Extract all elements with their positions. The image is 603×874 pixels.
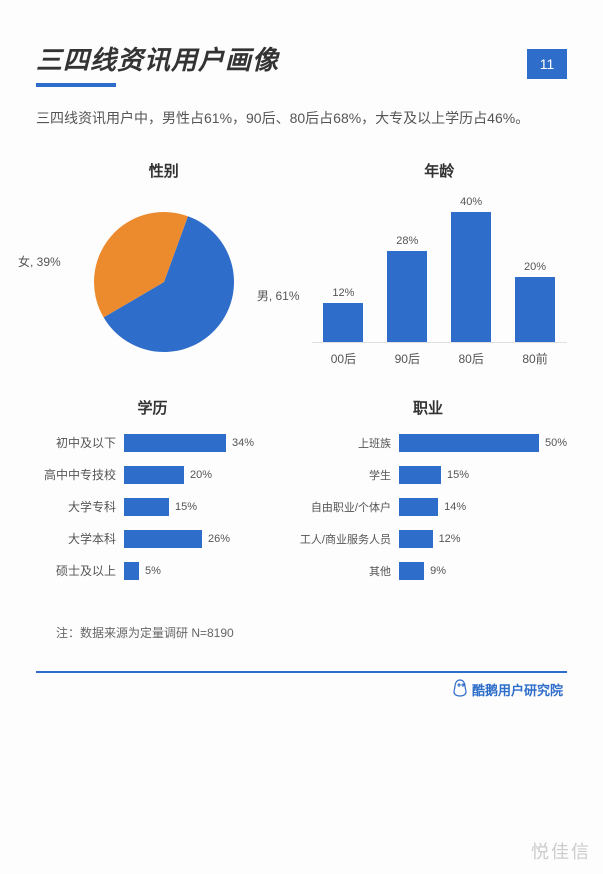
hbar-track: 9%	[399, 562, 567, 580]
hbar-row: 上班族 50%	[289, 434, 567, 452]
hbar-label: 工人/商业服务人员	[289, 531, 399, 547]
age-axis-label: 00后	[321, 350, 365, 367]
hbar-label: 初中及以下	[36, 434, 124, 451]
age-bar-item: 12%	[321, 287, 365, 342]
hbar-track: 15%	[399, 466, 567, 484]
hbar-track: 14%	[399, 498, 567, 516]
hbar-row: 高中中专技校 20%	[36, 466, 269, 484]
hbar-track: 26%	[124, 530, 269, 548]
age-bar-plot: 12% 28% 40% 20%	[312, 197, 568, 343]
hbar-track: 50%	[399, 434, 567, 452]
hbar-label: 其他	[289, 563, 399, 579]
age-bar-rect	[387, 251, 427, 342]
hbar-label: 大学专科	[36, 498, 124, 515]
hbar-row: 其他 9%	[289, 562, 567, 580]
hbar-value: 50%	[545, 437, 567, 449]
age-bar-item: 28%	[385, 235, 429, 342]
title-block: 三四线资讯用户画像	[36, 40, 279, 87]
age-axis-label: 80前	[513, 350, 557, 367]
age-bar-value: 20%	[524, 261, 546, 273]
age-bar-item: 20%	[513, 261, 557, 342]
age-chart: 年龄 12% 28% 40% 20% 00后 90后 80后 80前	[312, 160, 568, 367]
age-bar-value: 12%	[332, 287, 354, 299]
hbar-rect	[124, 466, 184, 484]
hbar-label: 上班族	[289, 435, 399, 451]
education-chart: 学历 初中及以下 34% 高中中专技校 20% 大学专科 15% 大学本科 26% 硕士及以上 5…	[36, 397, 269, 594]
gender-chart: 性别 男, 61% 女, 39%	[36, 160, 292, 367]
page-number-badge: 11	[527, 49, 567, 79]
age-bar-rect	[451, 212, 491, 342]
age-bar-wrap: 12% 28% 40% 20% 00后 90后 80后 80前	[312, 197, 568, 367]
gender-chart-title: 性别	[36, 160, 292, 181]
logo-row: 酷鹅用户研究院	[0, 673, 603, 700]
hbar-value: 34%	[232, 437, 254, 449]
hbar-row: 初中及以下 34%	[36, 434, 269, 452]
age-chart-title: 年龄	[312, 160, 568, 181]
hbar-value: 9%	[430, 565, 446, 577]
hbar-rect	[399, 530, 433, 548]
education-chart-title: 学历	[36, 397, 269, 418]
hbar-value: 12%	[439, 533, 461, 545]
hbar-label: 高中中专技校	[36, 466, 124, 483]
hbar-value: 15%	[447, 469, 469, 481]
hbar-label: 硕士及以上	[36, 562, 124, 579]
penguin-icon	[452, 679, 468, 700]
gender-pie: 男, 61% 女, 39%	[36, 197, 292, 367]
occupation-chart-title: 职业	[289, 397, 567, 418]
age-bar-rect	[323, 303, 363, 342]
hbar-value: 5%	[145, 565, 161, 577]
hbar-track: 34%	[124, 434, 269, 452]
hbar-row: 学生 15%	[289, 466, 567, 484]
title-underline	[36, 83, 116, 87]
age-bar-rect	[515, 277, 555, 342]
hbar-value: 14%	[444, 501, 466, 513]
hbar-label: 自由职业/个体户	[289, 499, 399, 515]
hbar-row: 自由职业/个体户 14%	[289, 498, 567, 516]
hbar-track: 12%	[399, 530, 567, 548]
age-axis-label: 80后	[449, 350, 493, 367]
pie-svg	[89, 207, 239, 357]
age-bar-value: 28%	[396, 235, 418, 247]
hbar-label: 大学本科	[36, 530, 124, 547]
hbar-rect	[124, 434, 226, 452]
page-title: 三四线资讯用户画像	[36, 40, 279, 77]
hbar-rect	[124, 562, 139, 580]
hbar-track: 15%	[124, 498, 269, 516]
hbar-rect	[399, 562, 424, 580]
hbar-track: 5%	[124, 562, 269, 580]
hbar-row: 大学本科 26%	[36, 530, 269, 548]
logo-text: 酷鹅用户研究院	[472, 680, 563, 699]
corner-stamp: 悦佳信	[531, 838, 591, 864]
age-bar-value: 40%	[460, 196, 482, 208]
header-row: 三四线资讯用户画像 11	[36, 40, 567, 87]
charts-row-2: 学历 初中及以下 34% 高中中专技校 20% 大学专科 15% 大学本科 26% 硕士及以上 5…	[36, 397, 567, 594]
age-axis-label: 90后	[385, 350, 429, 367]
hbar-label: 学生	[289, 467, 399, 483]
hbar-track: 20%	[124, 466, 269, 484]
hbar-rect	[124, 530, 202, 548]
pie-label-female: 女, 39%	[18, 253, 61, 270]
hbar-row: 工人/商业服务人员 12%	[289, 530, 567, 548]
charts-row-1: 性别 男, 61% 女, 39% 年龄 12% 28% 40% 20% 00后 90后 8…	[36, 160, 567, 367]
hbar-row: 硕士及以上 5%	[36, 562, 269, 580]
occupation-chart: 职业 上班族 50% 学生 15% 自由职业/个体户 14% 工人/商业服务人员 12% 其他 9…	[289, 397, 567, 594]
footnote: 注：数据来源为定量调研 N=8190	[36, 624, 567, 641]
education-bars: 初中及以下 34% 高中中专技校 20% 大学专科 15% 大学本科 26% 硕士及以上 5%	[36, 434, 269, 580]
pie-label-male: 男, 61%	[257, 287, 300, 304]
age-bar-axis: 00后 90后 80后 80前	[312, 350, 568, 367]
hbar-value: 26%	[208, 533, 230, 545]
description-text: 三四线资讯用户中，男性占61%，90后、80后占68%，大专及以上学历占46%。	[36, 105, 567, 132]
hbar-rect	[124, 498, 169, 516]
age-bar-item: 40%	[449, 196, 493, 342]
hbar-value: 20%	[190, 469, 212, 481]
hbar-value: 15%	[175, 501, 197, 513]
hbar-rect	[399, 434, 539, 452]
hbar-rect	[399, 466, 441, 484]
occupation-bars: 上班族 50% 学生 15% 自由职业/个体户 14% 工人/商业服务人员 12% 其他 9%	[289, 434, 567, 580]
hbar-rect	[399, 498, 438, 516]
hbar-row: 大学专科 15%	[36, 498, 269, 516]
